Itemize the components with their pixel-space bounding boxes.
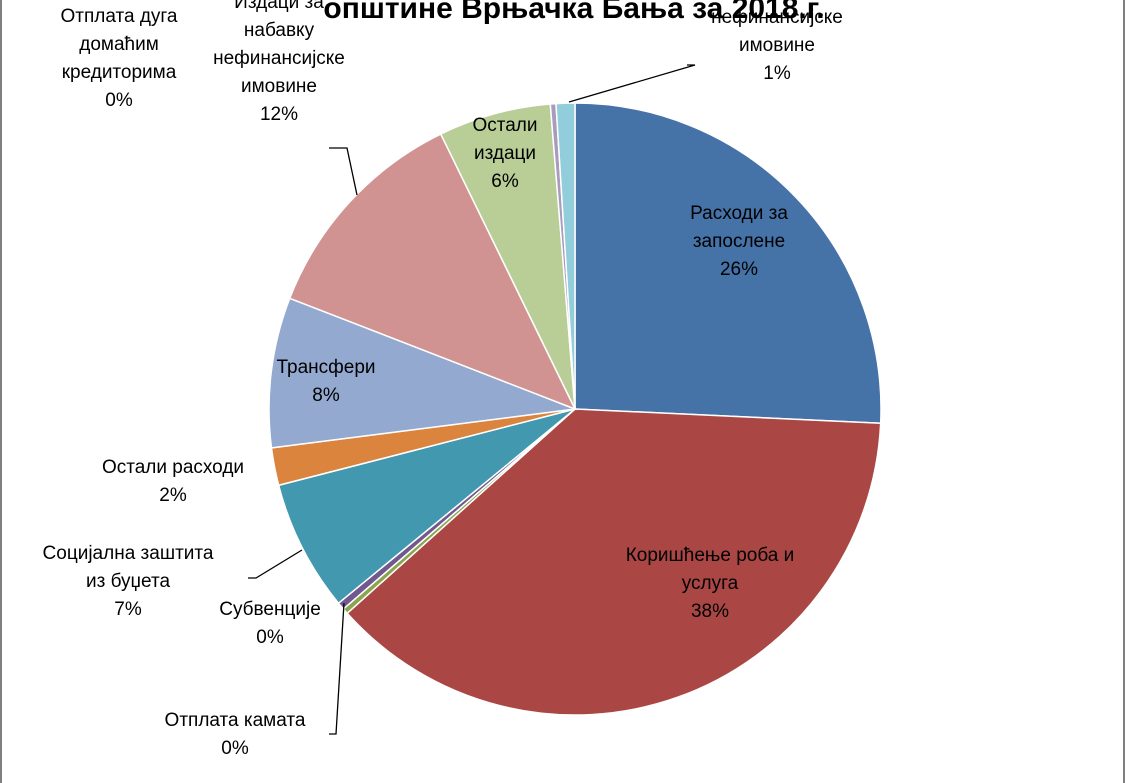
leader-line-издаци-за-набавку-нефинансијске-имовине bbox=[329, 147, 358, 196]
pie-slice-набавка-домаће-нефинансијске-имовине bbox=[555, 102, 576, 410]
leader-lines bbox=[248, 64, 696, 735]
data-label-социјална-заштита-из-буџета: Социјална заштита из буџета 7% bbox=[43, 543, 214, 620]
pie-slice-издаци-за-набавку-нефинансијске-имовине bbox=[288, 133, 577, 411]
pie-slice-коришћење-роба-и-услуга bbox=[346, 408, 882, 716]
leader-line-набавка-домаће-нефинансијске-имовине bbox=[568, 64, 696, 103]
leader-line-отплата-камата bbox=[329, 602, 345, 735]
data-label-расходи-за-запослене: Расходи за запослене 26% bbox=[690, 203, 788, 280]
data-label-остали-издаци: Остали издаци 6% bbox=[472, 115, 537, 192]
chart-title: општине Врњачка Бања за 2018.г. bbox=[323, 0, 824, 25]
pie-slice-расходи-за-запослене bbox=[574, 102, 882, 425]
data-label-трансфери: Трансфери 8% bbox=[276, 357, 375, 406]
data-label-отплата-камата: Отплата камата 0% bbox=[165, 710, 306, 759]
data-label-набавка-домаће-нефинансијске-имовине: Набавка домаћенефинансијскеимовине1% bbox=[704, 0, 850, 84]
data-label-субвенције: Субвенције 0% bbox=[219, 599, 321, 648]
pie-slices bbox=[268, 102, 882, 716]
slice-labels: Расходи за запослене 26% Коришћење роба и ус… bbox=[43, 0, 850, 759]
data-label-коришћење-роба-и-услуга: Коришћење роба и услуга 38% bbox=[626, 545, 795, 622]
data-label-остали-расходи: Остали расходи 2% bbox=[102, 457, 244, 506]
data-label-издаци-за-набавку-нефинансијске-имовине: Издаци за набавку нефинансијске имовине 12% bbox=[213, 0, 345, 125]
pie-slice-трансфери bbox=[268, 297, 576, 449]
pie-slice-социјална-заштита-из-буџета bbox=[277, 408, 576, 605]
data-label-отплата-дуга-домаћим-кредиторима: Отплата дуга домаћим кредиторима 0% bbox=[60, 6, 177, 111]
leader-line-социјална-заштита-из-буџета bbox=[248, 549, 303, 579]
